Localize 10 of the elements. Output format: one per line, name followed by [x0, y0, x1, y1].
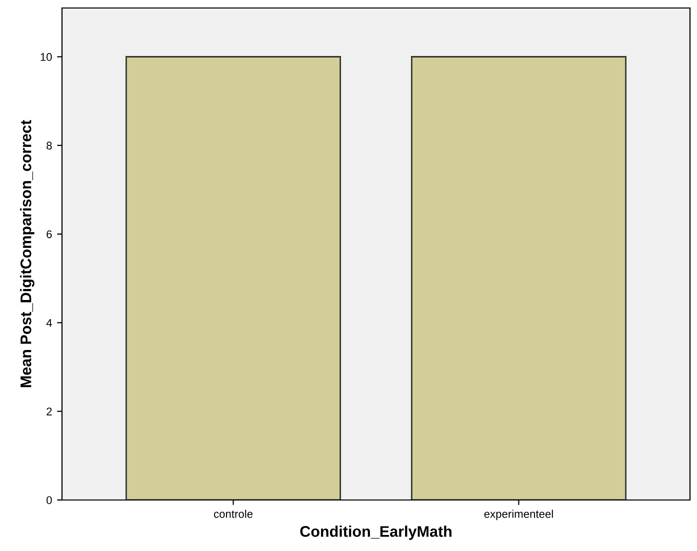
x-axis-title: Condition_EarlyMath	[300, 526, 452, 540]
y-axis-title: Mean Post_DigitComparison_correct	[20, 120, 34, 388]
y-tick-label: 4	[46, 319, 52, 327]
x-tick-label: experimenteel	[484, 510, 553, 520]
y-tick-label: 0	[46, 496, 52, 504]
x-tick-label: controle	[214, 510, 253, 518]
y-tick-label: 2	[46, 408, 52, 416]
y-tick-label: 10	[40, 53, 52, 61]
y-tick-label: 6	[46, 230, 52, 238]
y-tick-label: 8	[46, 142, 52, 150]
